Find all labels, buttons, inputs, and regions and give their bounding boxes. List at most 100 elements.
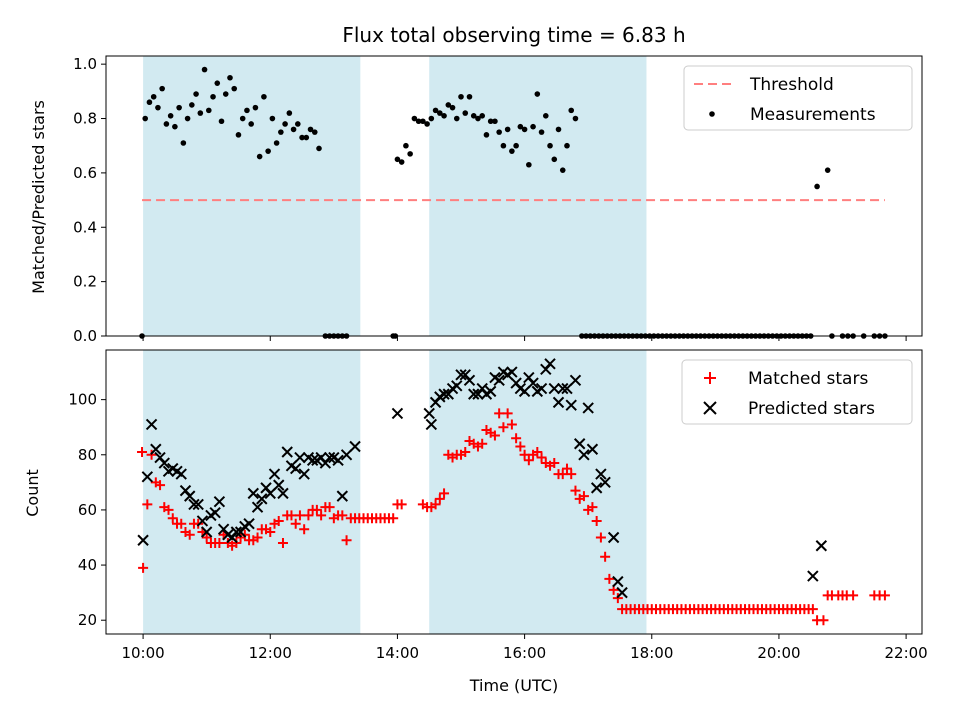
matched-stars-point xyxy=(273,515,284,526)
matched-stars-point xyxy=(341,535,352,546)
observing-window-shade xyxy=(143,56,361,336)
measurement-point xyxy=(210,93,216,100)
matched-stars-point xyxy=(311,504,322,515)
matched-stars-point xyxy=(879,590,890,601)
measurement-point xyxy=(403,142,409,149)
y-tick-label: 0.6 xyxy=(73,164,97,182)
predicted-stars-point xyxy=(323,451,336,464)
matched-stars-point xyxy=(167,513,178,524)
predicted-stars-point xyxy=(192,498,204,511)
y-tick-label: 60 xyxy=(78,501,97,519)
measurement-point xyxy=(227,74,233,81)
predicted-stars-point xyxy=(150,443,162,455)
measurement-point xyxy=(278,129,284,135)
predicted-stars-point xyxy=(557,382,569,395)
matched-stars-point xyxy=(807,604,818,615)
measurement-point xyxy=(420,118,426,125)
matched-stars-point xyxy=(557,469,568,480)
predicted-stars-point xyxy=(273,479,285,491)
predicted-stars-point xyxy=(175,468,187,480)
predicted-stars-point xyxy=(463,374,476,387)
measurement-point xyxy=(509,148,515,154)
measurement-point xyxy=(146,99,153,106)
measurement-point xyxy=(142,115,149,122)
measurement-point xyxy=(316,145,322,152)
predicted-stars-point xyxy=(425,418,438,431)
predicted-stars-point xyxy=(586,443,599,455)
measurement-point xyxy=(504,126,511,133)
measurement-point xyxy=(244,107,250,114)
measurement-point xyxy=(411,115,418,122)
matched-stars-point xyxy=(536,452,547,463)
x-tick-label: 10:00 xyxy=(121,644,164,662)
measurement-point xyxy=(551,156,558,163)
matched-stars-point xyxy=(494,408,505,419)
matched-stars-point xyxy=(396,499,407,510)
matched-stars-point xyxy=(439,488,450,499)
matched-stars-point xyxy=(818,615,829,626)
predicted-stars-point xyxy=(268,468,281,480)
matched-stars-point xyxy=(477,438,488,449)
measurement-point xyxy=(222,91,229,97)
predicted-stars-point xyxy=(247,487,260,500)
measurement-point xyxy=(167,113,174,119)
measurement-point xyxy=(248,121,254,127)
measurement-point xyxy=(824,167,831,173)
predicted-stars-point xyxy=(145,418,158,431)
predicted-stars-point xyxy=(306,454,319,466)
measurement-point xyxy=(445,102,452,108)
x-tick-label: 18:00 xyxy=(630,644,673,662)
matched-stars-point xyxy=(848,590,859,601)
measurement-point xyxy=(555,126,562,133)
y-tick-label: 100 xyxy=(68,391,97,409)
predicted-stars-point xyxy=(340,449,353,461)
measurement-point xyxy=(415,118,422,125)
y-tick-label: 1.0 xyxy=(73,55,97,73)
measurement-point xyxy=(273,140,280,146)
predicted-stars-point xyxy=(493,374,505,387)
matched-stars-point xyxy=(570,485,581,496)
measurement-point xyxy=(530,123,536,130)
matched-stars-point xyxy=(523,455,534,466)
measurement-point xyxy=(432,107,439,114)
bottom-panel-star-counts: 20 40 60 80 100 10:00 12:00 14:00 16:00 18:00 20:0… xyxy=(68,349,928,662)
predicted-stars-point xyxy=(544,358,556,370)
legend-label: Predicted stars xyxy=(748,399,875,419)
x-tick-label: 16:00 xyxy=(503,644,546,662)
chart-title: Flux total observing time = 6.83 h xyxy=(342,23,685,47)
matched-stars-point xyxy=(561,463,572,474)
x-tick-label: 20:00 xyxy=(757,644,800,662)
matched-stars-point xyxy=(163,504,174,515)
measurement-point xyxy=(290,126,297,133)
matched-stars-point xyxy=(290,518,301,529)
predicted-stars-point xyxy=(607,531,620,544)
measurement-point xyxy=(407,151,413,157)
predicted-stars-point xyxy=(815,540,828,552)
predicted-stars-point xyxy=(289,462,302,475)
measurement-point xyxy=(189,102,195,108)
measurement-point xyxy=(261,93,267,100)
measurement-point xyxy=(547,142,553,149)
measurement-point xyxy=(398,159,405,165)
measurement-point xyxy=(517,123,524,130)
measurement-point xyxy=(487,118,494,125)
matched-stars-point xyxy=(388,513,399,524)
matched-stars-point xyxy=(324,502,335,513)
y-tick-label: 0.2 xyxy=(73,273,97,291)
measurement-point xyxy=(564,142,570,149)
y-tick-label: 80 xyxy=(78,446,97,464)
measurement-point xyxy=(572,115,579,122)
measurement-point xyxy=(150,93,157,100)
measurement-point xyxy=(184,115,191,122)
matched-stars-point xyxy=(265,526,276,537)
matched-stars-point xyxy=(303,510,314,521)
matched-stars-point xyxy=(214,538,225,549)
measurement-point xyxy=(214,80,221,86)
measurement-point xyxy=(299,134,305,141)
measurement-point xyxy=(458,93,464,100)
matched-stars-point xyxy=(316,510,327,521)
matched-stars-point xyxy=(252,532,263,543)
measurement-point xyxy=(235,132,242,138)
measurement-point xyxy=(559,167,566,173)
predicted-stars-point xyxy=(527,377,539,389)
